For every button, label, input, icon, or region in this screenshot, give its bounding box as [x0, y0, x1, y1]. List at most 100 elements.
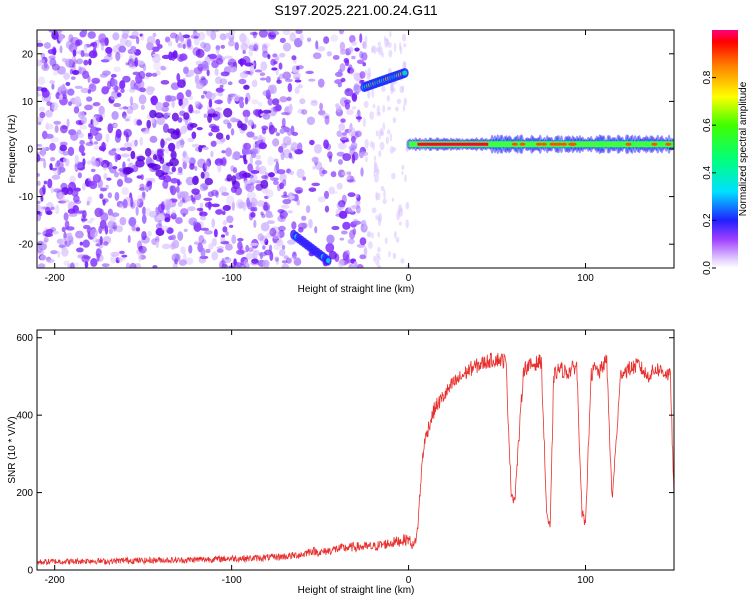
heatmap-cell: [113, 171, 120, 178]
heatmap-cell: [73, 262, 80, 267]
heatmap-cell: [249, 31, 259, 36]
heatmap-cell: [74, 39, 81, 47]
heatmap-cell: [245, 244, 250, 253]
heatmap-cell: [187, 137, 195, 143]
heatmap-cell: [348, 46, 353, 55]
heatmap-cell: [152, 154, 157, 161]
heatmap-cell: [206, 30, 212, 37]
heatmap-cell: [183, 112, 190, 120]
heatmap-cell: [135, 159, 145, 168]
heatmap-cell: [540, 142, 547, 146]
heatmap-cell: [210, 150, 214, 158]
heatmap-cell: [59, 141, 68, 146]
heatmap-cell: [259, 252, 264, 260]
heatmap-cell: [183, 252, 187, 262]
heatmap-cell: [343, 99, 351, 105]
heatmap-cell: [243, 259, 249, 267]
heatmap-cell: [40, 147, 46, 157]
heatmap-cell: [245, 252, 254, 260]
heatmap-cell: [175, 217, 183, 225]
heatmap-cell: [199, 215, 207, 221]
heatmap-cell: [171, 112, 179, 122]
heatmap-cell: [167, 142, 176, 152]
heatmap-cell: [51, 83, 55, 90]
heatmap-cell: [115, 225, 124, 233]
heatmap-cell: [208, 243, 214, 250]
heatmap-cell: [99, 235, 103, 246]
heatmap-cell: [236, 199, 244, 210]
heatmap-cell: [155, 240, 159, 249]
heatmap-cell: [50, 136, 59, 143]
heatmap-cell: [401, 170, 404, 176]
heatmap-cell: [177, 201, 183, 207]
heatmap-cell: [211, 218, 216, 228]
heatmap-cell: [325, 242, 335, 253]
heatmap-cell: [363, 41, 368, 50]
heatmap-cell: [59, 84, 65, 92]
bottom-x-axis-label: Height of straight line (km): [298, 585, 415, 596]
heatmap-cell: [176, 92, 184, 102]
heatmap-cell: [194, 101, 201, 107]
heatmap-cell: [98, 33, 107, 44]
heatmap-cell: [278, 249, 286, 257]
heatmap-cell: [198, 235, 205, 244]
heatmap-cell: [113, 123, 117, 128]
heatmap-cell: [79, 241, 83, 246]
heatmap-cell: [272, 138, 280, 147]
heatmap-cell: [162, 101, 170, 108]
heatmap-cell: [210, 140, 217, 147]
heatmap-cell: [50, 250, 58, 255]
heatmap-cell: [156, 116, 166, 125]
heatmap-cell: [45, 123, 54, 130]
heatmap-cell: [333, 191, 338, 195]
heatmap-cell: [84, 104, 93, 111]
heatmap-cell: [59, 94, 63, 100]
heatmap-cell: [376, 112, 381, 117]
heatmap-cell: [312, 165, 316, 170]
heatmap-cell: [90, 168, 96, 173]
heatmap-cell: [295, 30, 303, 35]
heatmap-cell: [350, 141, 358, 150]
heatmap-cell: [110, 255, 117, 264]
heatmap-cell: [167, 40, 173, 47]
heatmap-cell: [242, 109, 251, 118]
heatmap-cell: [141, 230, 147, 241]
colorbar-gradient: [712, 30, 738, 268]
heatmap-cell: [282, 42, 292, 52]
heatmap-cell: [262, 202, 271, 212]
heatmap-cell: [317, 196, 326, 203]
heatmap-cell: [227, 58, 237, 68]
heatmap-cell: [128, 216, 137, 227]
heatmap-cell: [396, 210, 401, 221]
heatmap-cell: [339, 237, 345, 241]
heatmap-cell: [91, 115, 100, 126]
heatmap-cell: [265, 189, 274, 198]
heatmap-cell: [186, 38, 192, 48]
heatmap-cell: [104, 37, 109, 46]
heatmap-cell: [49, 142, 56, 151]
heatmap-cell: [219, 33, 227, 41]
heatmap-cell: [203, 90, 208, 95]
heatmap-cell: [405, 219, 409, 229]
heatmap-cell: [355, 205, 361, 214]
heatmap-cell: [101, 110, 106, 119]
heatmap-cell: [41, 89, 50, 98]
heatmap-cell: [93, 141, 99, 145]
y-tick-label: 0: [27, 145, 33, 156]
heatmap-cell: [305, 205, 311, 214]
heatmap-cell: [385, 37, 389, 47]
heatmap-cell: [199, 202, 204, 209]
heatmap-cell: [176, 73, 181, 82]
heatmap-cell: [286, 96, 292, 102]
heatmap-cell: [215, 107, 223, 112]
heatmap-cell: [57, 200, 67, 204]
heatmap-cell: [246, 191, 256, 200]
heatmap-cell: [93, 145, 100, 150]
heatmap-cell: [255, 154, 262, 160]
heatmap-cell: [339, 66, 344, 70]
heatmap-cell: [230, 165, 235, 172]
heatmap-cell: [237, 241, 243, 251]
heatmap-cell: [164, 146, 170, 154]
heatmap-cell: [254, 159, 262, 166]
heatmap-cell: [351, 106, 357, 110]
